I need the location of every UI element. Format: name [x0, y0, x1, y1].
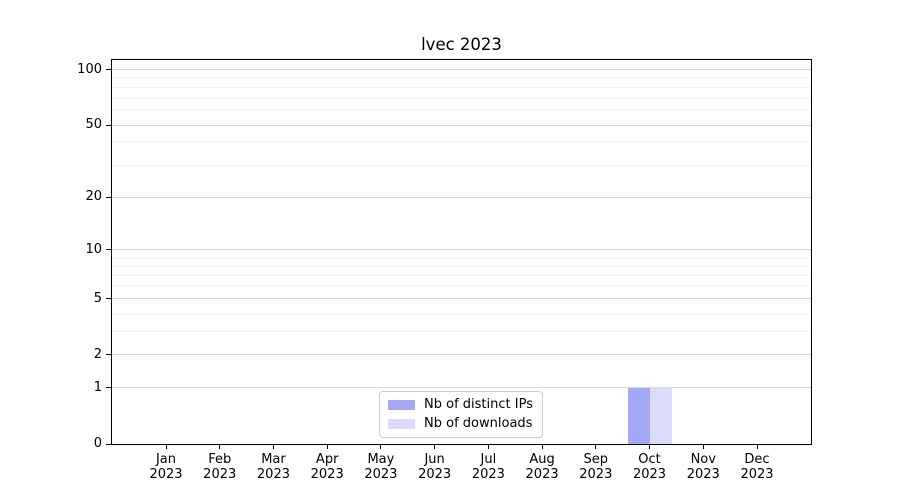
legend-item-nb-of-downloads: Nb of downloads [388, 416, 533, 432]
gridline-major [112, 387, 811, 389]
x-tick-label: Mar 2023 [245, 452, 301, 482]
y-axis-tick [106, 443, 111, 445]
x-tick-label: Feb 2023 [192, 452, 248, 482]
x-tick-label: Jan 2023 [138, 452, 194, 482]
x-tick-label-year: 2023 [740, 467, 774, 482]
x-axis-tick [272, 444, 274, 449]
x-axis-tick [219, 444, 221, 449]
gridline-major [112, 124, 811, 126]
x-tick-label: Dec 2023 [729, 452, 785, 482]
legend: Nb of distinct IPs Nb of downloads [379, 391, 543, 438]
x-tick-label-year: 2023 [471, 467, 505, 482]
x-axis-tick [541, 444, 543, 449]
gridline-minor [112, 97, 811, 99]
x-tick-label: Jul 2023 [460, 452, 516, 482]
gridline-major [112, 69, 811, 71]
x-axis-tick [434, 444, 436, 449]
chart-title: lvec 2023 [421, 35, 502, 54]
y-tick-label: 2 [93, 346, 102, 362]
gridline-minor [112, 165, 811, 167]
y-tick-label: 10 [85, 241, 102, 257]
legend-swatch-nb-of-distinct-ips [388, 400, 416, 410]
gridline-minor [112, 256, 811, 258]
bar-nb-of-downloads [649, 387, 672, 444]
gridline-minor [112, 313, 811, 314]
x-tick-label-year: 2023 [579, 467, 613, 482]
x-axis-tick [380, 444, 382, 449]
x-tick-label-month: Sep [583, 452, 609, 467]
x-axis-tick [756, 444, 758, 449]
x-axis-tick [702, 444, 704, 449]
gridline-major [112, 298, 811, 300]
x-tick-label-year: 2023 [364, 467, 398, 482]
x-tick-label-month: Apr [315, 452, 339, 467]
x-tick-label-month: Jan [155, 452, 177, 467]
x-tick-label: Jun 2023 [407, 452, 463, 482]
x-tick-label-year: 2023 [525, 467, 559, 482]
gridline-major [112, 249, 811, 251]
gridline-minor [112, 331, 811, 333]
x-tick-label-month: Jul [480, 452, 497, 467]
x-tick-label-month: Jun [424, 452, 445, 467]
x-tick-label-month: Dec [744, 452, 770, 467]
y-axis-tick [106, 69, 111, 71]
x-tick-label: Sep 2023 [568, 452, 624, 482]
legend-label: Nb of distinct IPs [424, 397, 533, 412]
x-tick-label-month: Mar [261, 452, 286, 467]
x-tick-label: Nov 2023 [675, 452, 731, 482]
y-tick-label: 1 [93, 379, 102, 395]
x-tick-label-year: 2023 [632, 467, 667, 482]
y-tick-label: 100 [77, 61, 102, 77]
x-tick-label-month: Aug [529, 452, 555, 467]
plot-area: 0 1 2 5 10 20 50 100 Jan 2023 Feb 2023 Mar 2023 Apr 202… [77, 59, 812, 482]
x-tick-label-year: 2023 [310, 467, 344, 482]
gridline-minor [112, 274, 811, 276]
x-tick-label-year: 2023 [256, 467, 290, 482]
x-tick-label: Aug 2023 [514, 452, 570, 482]
y-axis-tick [106, 387, 111, 389]
gridline-minor [112, 110, 811, 112]
gridline-minor [112, 285, 811, 287]
x-tick-label-year: 2023 [686, 467, 720, 482]
bar-nb-of-distinct-ips [627, 387, 650, 444]
x-axis-tick [595, 444, 597, 449]
x-tick-label: Oct 2023 [622, 452, 678, 482]
x-tick-label-month: Oct [638, 452, 661, 467]
x-axis-tick [326, 444, 328, 449]
x-tick-label: May 2023 [353, 452, 409, 482]
x-tick-label-year: 2023 [418, 467, 452, 482]
x-tick-label: Apr 2023 [299, 452, 355, 482]
x-axis-tick [165, 444, 167, 449]
y-tick-label: 0 [93, 436, 102, 451]
x-tick-label-month: May [367, 452, 395, 467]
gridline-minor [112, 265, 811, 267]
gridline-major [112, 354, 811, 356]
gridline-minor [112, 142, 811, 144]
gridline-minor [112, 87, 811, 89]
y-axis-tick [106, 298, 111, 300]
legend-item-nb-of-distinct-ips: Nb of distinct IPs [388, 397, 533, 413]
y-axis-tick [106, 124, 111, 126]
x-tick-label-year: 2023 [149, 467, 183, 482]
y-tick-label: 20 [85, 189, 102, 205]
x-tick-label-month: Feb [208, 452, 232, 467]
x-axis-tick [649, 444, 651, 449]
gridline-minor [112, 77, 811, 79]
x-tick-label-year: 2023 [203, 467, 237, 482]
y-axis-tick [106, 249, 111, 251]
legend-label: Nb of downloads [424, 416, 533, 431]
y-axis-tick [106, 196, 111, 198]
x-axis-tick [487, 444, 489, 449]
y-axis-tick [106, 354, 111, 356]
gridline-major [112, 196, 811, 198]
legend-swatch-nb-of-downloads [388, 419, 416, 429]
y-tick-label: 5 [93, 290, 102, 306]
x-tick-label-month: Nov [690, 452, 716, 467]
y-tick-label: 50 [85, 117, 102, 133]
